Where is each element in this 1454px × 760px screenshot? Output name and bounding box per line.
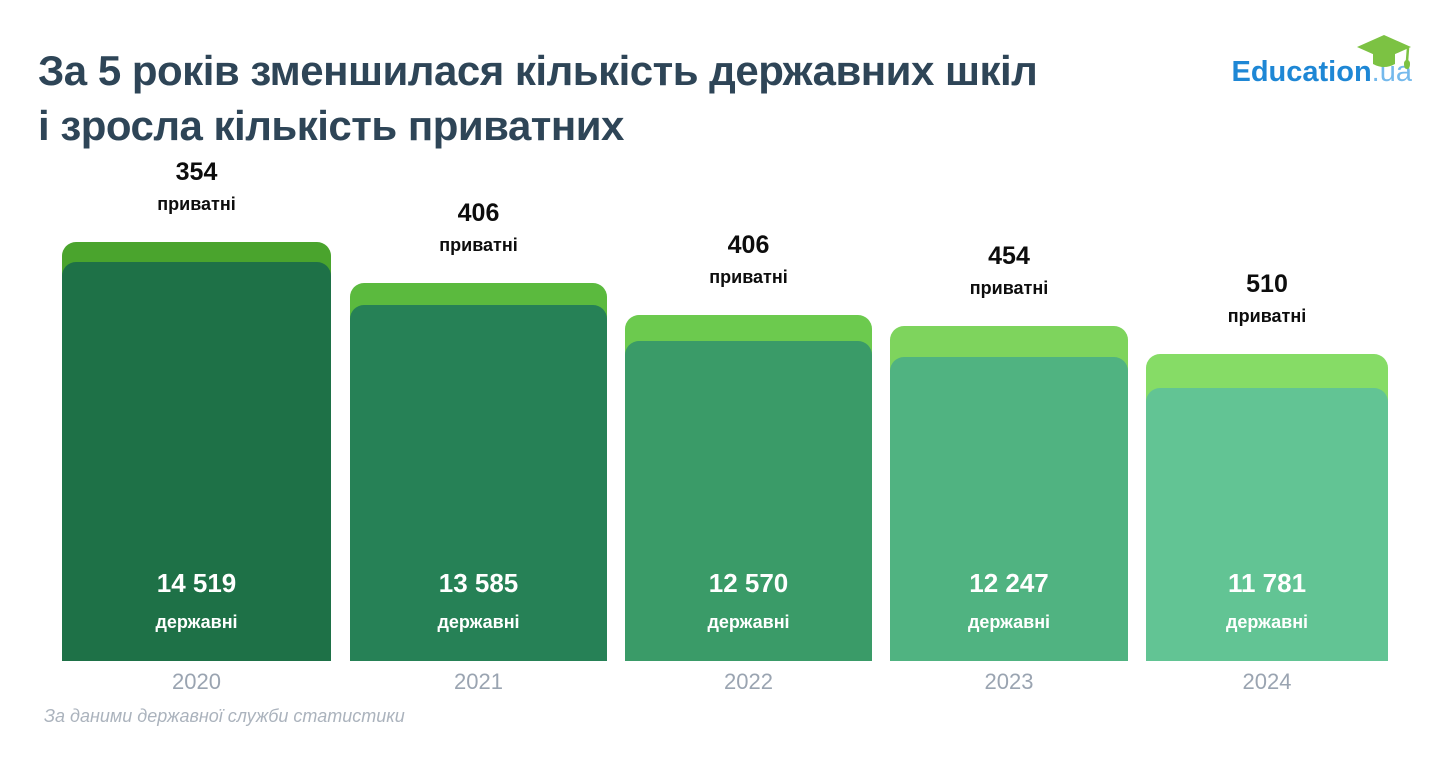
year-label: 2020: [172, 669, 221, 694]
year-label: 2022: [724, 669, 773, 694]
private-count-label: 406 приватні: [625, 231, 872, 288]
bar-group-2022: 406 приватні 12 570 державні 2022: [625, 0, 872, 760]
private-count: 406: [727, 231, 770, 259]
year-label: 2021: [454, 669, 503, 694]
year-label: 2023: [984, 669, 1034, 694]
state-series-label: державні: [155, 612, 238, 632]
private-count-label: 406 приватні: [350, 199, 607, 256]
private-series-label: приватні: [439, 235, 518, 255]
page-title-line1: За 5 років зменшилася кількість державни…: [38, 47, 1038, 94]
state-bar-segment: 11 781 державні: [1146, 388, 1388, 661]
state-count: 13 585: [438, 568, 519, 598]
state-bar-segment: 13 585 державні: [350, 305, 607, 661]
state-series-label: державні: [437, 612, 520, 632]
private-count-label: 510 приватні: [1146, 270, 1388, 327]
bar-group-2024: 510 приватні 11 781 державні 2024: [1146, 0, 1388, 760]
private-count: 510: [1246, 270, 1288, 298]
education-ua-logo: Education .ua: [1231, 35, 1412, 89]
private-series-label: приватні: [1227, 306, 1307, 326]
private-count-label: 454 приватні: [890, 242, 1128, 299]
state-count: 11 781: [1227, 568, 1307, 598]
private-series-label: приватні: [969, 278, 1049, 298]
graduation-cap-icon: [1357, 35, 1411, 69]
state-series-label: державні: [967, 612, 1051, 632]
private-count: 454: [988, 242, 1030, 270]
state-bar-segment: 12 570 державні: [625, 341, 872, 661]
state-series-label: державні: [707, 612, 790, 632]
bar-group-2021: 406 приватні 13 585 державні 2021: [350, 0, 607, 760]
private-count-label: 354 приватні: [62, 158, 331, 215]
bar-group-2023: 454 приватні 12 247 державні 2023: [890, 0, 1128, 760]
state-series-label: державні: [1225, 612, 1309, 632]
state-count: 12 570: [708, 568, 789, 598]
private-series-label: приватні: [709, 267, 788, 287]
private-count: 354: [175, 158, 218, 186]
page-title-line2: і зросла кількість приватних: [38, 101, 624, 149]
private-count: 406: [457, 199, 500, 227]
state-bar-segment: 14 519 державні: [62, 262, 331, 661]
year-label: 2024: [1242, 669, 1292, 694]
bar-group-2020: 354 приватні 14 519 державні 2020: [62, 0, 331, 760]
state-count: 14 519: [156, 568, 237, 598]
private-series-label: приватні: [157, 194, 236, 214]
state-bar-segment: 12 247 державні: [890, 357, 1128, 661]
source-note: За даними державної служби статистики: [44, 706, 405, 726]
page-title: За 5 років зменшилася кількість державни…: [38, 44, 1038, 153]
state-count: 12 247: [969, 568, 1049, 598]
logo-text: Education: [1231, 56, 1372, 88]
